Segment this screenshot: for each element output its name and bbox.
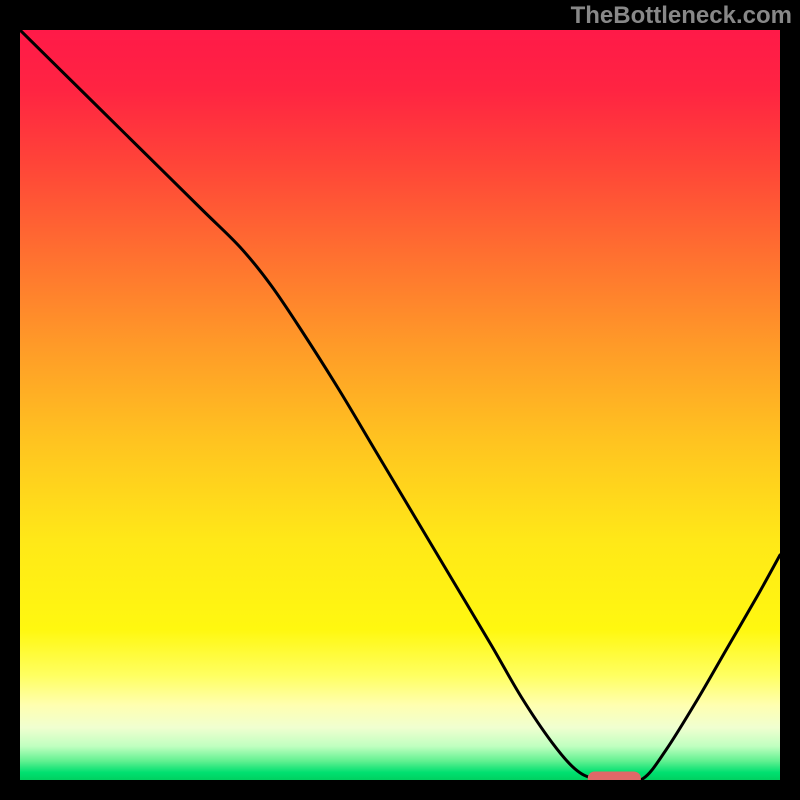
plot-area — [20, 30, 780, 780]
optimal-marker — [588, 772, 641, 781]
watermark-text: TheBottleneck.com — [571, 2, 792, 30]
chart-svg — [20, 30, 780, 780]
chart-container: TheBottleneck.com — [0, 0, 800, 800]
